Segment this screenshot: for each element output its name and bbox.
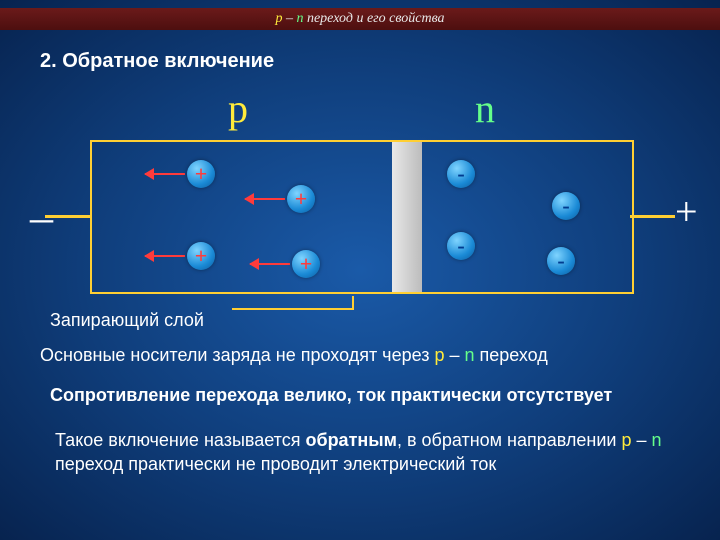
header-dash: – xyxy=(282,11,296,26)
t1a: Основные носители заряда не проходят чер… xyxy=(40,345,434,365)
t1p: p xyxy=(434,345,444,365)
t3b: , в обратном направлении xyxy=(397,430,622,450)
depletion-pointer-hook xyxy=(352,296,354,310)
terminal-minus: – xyxy=(30,190,53,243)
text-line-1: Основные носители заряда не проходят чер… xyxy=(40,345,680,366)
p-region-label: p xyxy=(228,85,248,132)
electron-carrier: - xyxy=(547,247,575,275)
junction-box: + + + + - - - - xyxy=(90,140,634,294)
hole-carrier: + xyxy=(187,242,215,270)
hole-arrow xyxy=(250,263,290,265)
wire-right xyxy=(630,215,675,218)
hole-arrow xyxy=(245,198,285,200)
electron-carrier: - xyxy=(447,160,475,188)
t3c: переход практически не проводит электрич… xyxy=(55,454,496,474)
t1b: переход xyxy=(475,345,548,365)
t3d: – xyxy=(632,430,652,450)
electron-carrier: - xyxy=(552,192,580,220)
t3a: Такое включение называется xyxy=(55,430,305,450)
depletion-label: Запирающий слой xyxy=(50,310,204,331)
hole-arrow xyxy=(145,173,185,175)
electron-carrier: - xyxy=(447,232,475,260)
header-rest: переход и его свойства xyxy=(303,11,444,26)
hole-carrier: + xyxy=(187,160,215,188)
hole-carrier: + xyxy=(287,185,315,213)
subtitle: 2. Обратное включение xyxy=(40,50,274,73)
pn-diagram: – + ++++---- xyxy=(50,140,670,295)
t3n: n xyxy=(652,430,662,450)
hole-carrier: + xyxy=(292,250,320,278)
header-bar: p – n переход и его свойства xyxy=(0,8,720,30)
t3bold: обратным xyxy=(305,430,397,450)
terminal-plus: + xyxy=(675,188,698,235)
slide: p – n переход и его свойства 2. Обратное… xyxy=(0,0,720,540)
depletion-pointer-line xyxy=(232,308,352,310)
hole-arrow xyxy=(145,255,185,257)
t1n: n xyxy=(464,345,474,365)
n-region-label: n xyxy=(475,85,495,132)
text-line-2: Сопротивление перехода велико, ток практ… xyxy=(50,385,680,406)
t1d: – xyxy=(444,345,464,365)
t3p: p xyxy=(621,430,631,450)
text-line-3: Такое включение называется обратным, в о… xyxy=(55,428,680,477)
depletion-layer xyxy=(392,142,422,292)
